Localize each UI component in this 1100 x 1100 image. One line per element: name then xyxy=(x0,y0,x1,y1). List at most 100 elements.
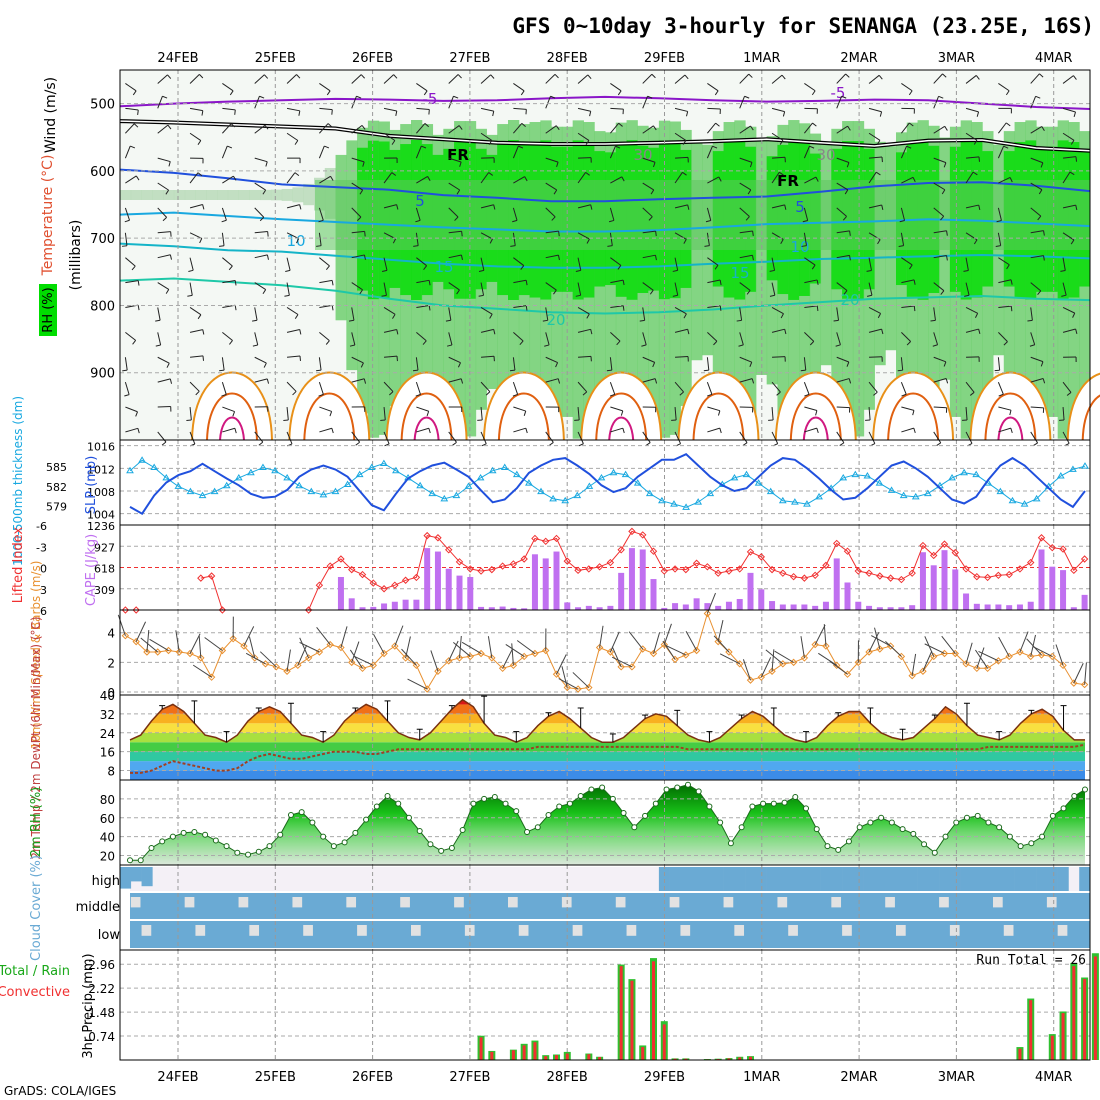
wind-barb xyxy=(124,145,131,159)
wind-barb-flag xyxy=(647,95,653,99)
wind-marker xyxy=(326,640,334,649)
hot-lobe xyxy=(802,416,829,441)
rh-marker xyxy=(1017,843,1024,850)
wind-barb xyxy=(545,378,559,383)
wind-marker xyxy=(229,634,237,643)
rh-marker xyxy=(738,824,745,831)
wind-barb xyxy=(911,653,917,676)
wind-frame xyxy=(119,609,1091,696)
wind-barb xyxy=(803,207,809,221)
rh-marker xyxy=(395,800,402,807)
wind-panel: 024 xyxy=(107,592,1091,700)
wind-barb-flag xyxy=(460,378,464,384)
isotherm-label: 20 xyxy=(546,311,565,329)
isotherm-label: 5 xyxy=(795,198,805,216)
wind-barb-flag xyxy=(908,90,913,96)
li-marker xyxy=(207,572,216,580)
precip-convective-bar xyxy=(544,1056,548,1060)
li-marker xyxy=(315,581,324,589)
wind-barb-flag xyxy=(800,369,806,372)
thickness-marker xyxy=(1008,496,1017,504)
rh-marker xyxy=(867,819,874,826)
wind-barb-flag xyxy=(906,341,911,346)
wind-barb xyxy=(146,630,150,653)
wind-barb-flag xyxy=(973,239,978,245)
wind-barb-flag xyxy=(299,204,302,210)
wind-barb xyxy=(480,307,493,315)
li-marker xyxy=(434,534,442,542)
precip-convective-bar xyxy=(630,980,634,1060)
cape-bar xyxy=(499,606,506,610)
wind-barb xyxy=(836,73,846,84)
rh-marker xyxy=(803,805,810,812)
wind-barb xyxy=(933,406,947,409)
wind-barb xyxy=(836,207,847,217)
wind-barb xyxy=(674,107,688,112)
wind-barb xyxy=(157,282,170,290)
precip-convective-bar xyxy=(1050,1035,1054,1060)
cloud-bar xyxy=(885,867,897,891)
wind-marker xyxy=(811,640,819,649)
wind-barb-flag xyxy=(878,75,883,80)
cloud-bar xyxy=(1057,867,1069,891)
wind-barb xyxy=(609,232,613,246)
wind-barb-flag xyxy=(457,74,462,79)
wind-barb xyxy=(545,125,557,134)
wind-barb xyxy=(998,279,1012,284)
wind-barb xyxy=(286,307,299,315)
cloud-gap xyxy=(292,897,303,908)
wind-barb-flag xyxy=(490,74,495,79)
wind-barb xyxy=(998,177,1011,184)
wind-barb xyxy=(222,175,234,184)
wind-barb xyxy=(254,282,266,290)
wind-barb-flag xyxy=(186,419,192,421)
cape-bar xyxy=(596,607,603,610)
wind-barb xyxy=(804,427,817,433)
wind-barb-flag xyxy=(972,171,978,176)
cloud-bar xyxy=(702,867,714,891)
top-time-label: 29FEB xyxy=(644,51,685,66)
wind-barb xyxy=(674,431,682,444)
thickness-marker xyxy=(887,486,896,493)
wind-barb xyxy=(868,431,876,444)
cape-bar xyxy=(1016,604,1023,610)
wind-barb xyxy=(254,207,265,218)
wind-barb xyxy=(222,257,233,267)
cape-bar xyxy=(725,601,732,610)
wind-barb-flag xyxy=(219,245,225,247)
wind-barb xyxy=(319,107,333,111)
wind-marker xyxy=(186,649,194,658)
cape-bar xyxy=(618,572,625,610)
wind-barb-flag xyxy=(162,95,168,99)
wind-barb-flag xyxy=(1069,171,1075,176)
wind-barb xyxy=(286,132,299,141)
wind-barb xyxy=(448,207,459,218)
wind-barb-flag xyxy=(912,177,916,182)
cloud-bar xyxy=(1003,867,1015,891)
wind-barb-flag xyxy=(197,140,202,145)
wind-barb xyxy=(505,643,525,657)
wind-barb-flag xyxy=(454,216,459,221)
wind-barb-flag xyxy=(748,73,753,78)
rh-marker xyxy=(1071,793,1078,800)
wind-barb xyxy=(319,427,332,433)
wind-barb-flag xyxy=(876,140,881,145)
top-time-label: 28FEB xyxy=(547,51,588,66)
wind-barb xyxy=(706,357,710,371)
wind-marker xyxy=(649,649,658,658)
wind-barb-flag xyxy=(899,220,905,223)
wind-barb-flag xyxy=(326,90,331,96)
cloud-gap xyxy=(842,925,852,936)
wind-barb xyxy=(739,431,748,443)
wind-barb-flag xyxy=(946,230,948,236)
warm-lobe-inner xyxy=(887,392,940,441)
wind-barb xyxy=(157,332,162,346)
wind-barb xyxy=(836,356,850,363)
wind-barb-flag xyxy=(802,220,808,223)
thickness-marker xyxy=(537,487,545,495)
slp-axis-label: SLP (mb) xyxy=(84,456,99,515)
thickness-marker xyxy=(428,489,437,497)
wind-barb-flag xyxy=(714,90,719,96)
rh-marker xyxy=(888,819,895,826)
wind-barb xyxy=(545,157,559,163)
